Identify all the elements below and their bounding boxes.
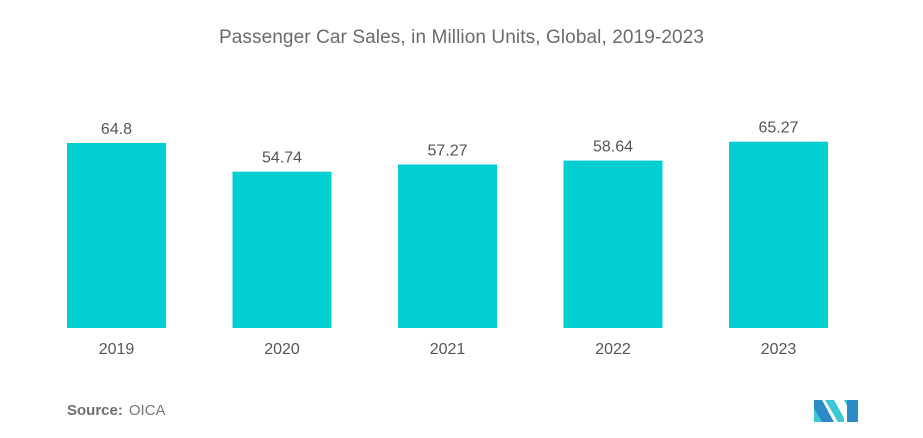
source-note: Source: OICA bbox=[67, 402, 166, 419]
value-label-2019: 64.8 bbox=[101, 121, 132, 138]
chart-title: Passenger Car Sales, in Million Units, G… bbox=[218, 27, 705, 48]
x-tick-2022: 2022 bbox=[595, 341, 631, 358]
bars-group bbox=[67, 141, 828, 328]
bar-2020 bbox=[232, 171, 332, 328]
logo-right-shape bbox=[847, 400, 858, 422]
bar-2022 bbox=[563, 160, 663, 328]
x-tick-2020: 2020 bbox=[264, 341, 300, 358]
x-axis-tick-labels: 2019 2020 2021 2022 2023 bbox=[99, 341, 797, 358]
logo-mid-shape bbox=[825, 400, 844, 422]
source-label: Source: bbox=[67, 402, 123, 419]
value-label-2020: 54.74 bbox=[262, 150, 302, 167]
x-tick-2021: 2021 bbox=[430, 341, 466, 358]
source-value: OICA bbox=[128, 402, 166, 419]
logo-left-accent bbox=[814, 408, 822, 422]
x-tick-2019: 2019 bbox=[99, 341, 135, 358]
value-label-2023: 65.27 bbox=[758, 120, 798, 137]
x-tick-2023: 2023 bbox=[761, 341, 797, 358]
bar-2021 bbox=[398, 164, 497, 328]
logo-right-accent bbox=[844, 400, 847, 406]
value-labels-group: 64.8 54.74 57.27 58.64 65.27 bbox=[101, 120, 799, 167]
brand-logo-icon bbox=[814, 400, 858, 422]
value-label-2021: 57.27 bbox=[427, 143, 467, 160]
logo-left-shape bbox=[814, 400, 834, 422]
bar-2019 bbox=[67, 143, 166, 328]
bar-2023 bbox=[729, 141, 828, 328]
value-label-2022: 58.64 bbox=[593, 139, 633, 156]
